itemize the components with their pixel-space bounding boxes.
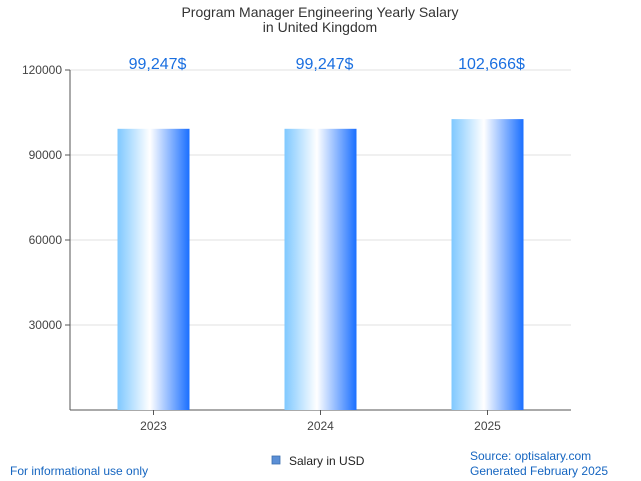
legend-swatch bbox=[271, 455, 281, 465]
value-labels: 99,247$ 99,247$ 102,666$ bbox=[129, 56, 525, 73]
x-tick-label-2024: 2024 bbox=[307, 419, 334, 433]
y-tick-label-90000: 90000 bbox=[29, 148, 63, 162]
chart-title-line-2: in United Kingdom bbox=[263, 19, 377, 35]
bars bbox=[117, 119, 524, 410]
bar-2023[interactable] bbox=[117, 128, 190, 410]
y-tick-labels: 30000 60000 90000 120000 bbox=[22, 63, 70, 332]
footer-generated: Generated February 2025 bbox=[470, 464, 608, 478]
value-label-2024: 99,247$ bbox=[296, 56, 354, 73]
bar-2024[interactable] bbox=[284, 128, 357, 410]
x-tick-label-2025: 2025 bbox=[474, 419, 501, 433]
y-tick-label-30000: 30000 bbox=[29, 318, 63, 332]
y-tick-label-120000: 120000 bbox=[22, 63, 62, 77]
value-label-2023: 99,247$ bbox=[129, 56, 187, 73]
footer-disclaimer: For informational use only bbox=[10, 464, 148, 478]
footer-source: Source: optisalary.com bbox=[470, 449, 591, 463]
bar-2025[interactable] bbox=[451, 119, 524, 410]
legend[interactable]: Salary in USD bbox=[271, 454, 365, 468]
chart-title-line-1: Program Manager Engineering Yearly Salar… bbox=[181, 4, 458, 20]
value-label-2025: 102,666$ bbox=[458, 56, 525, 73]
x-tick-label-2023: 2023 bbox=[140, 419, 167, 433]
legend-label: Salary in USD bbox=[289, 454, 365, 468]
y-tick-label-60000: 60000 bbox=[29, 233, 63, 247]
x-tick-labels: 2023 2024 2025 bbox=[140, 410, 501, 433]
